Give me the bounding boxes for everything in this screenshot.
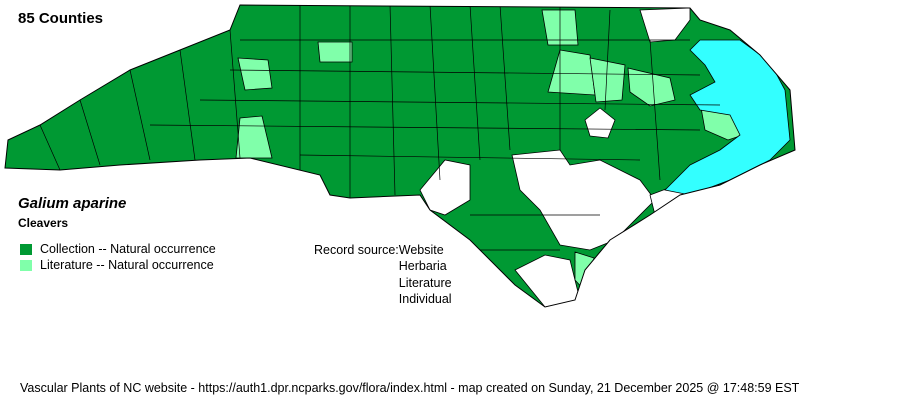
county-borders [39,5,721,251]
legend-label: Literature -- Natural occurrence [40,258,214,272]
legend-collection: Collection -- Natural occurrence [20,242,216,256]
footer-credit: Vascular Plants of NC website - https://… [20,381,800,395]
legend-literature: Literature -- Natural occurrence [20,258,214,272]
record-source-label: Record source: [314,243,399,257]
common-name: Cleavers [18,216,69,230]
legend-swatch-collection [20,243,32,255]
record-source-literature: Literature [398,275,452,290]
sound-water [664,39,791,196]
record-source: Record source: Website Herbaria Literatu… [314,242,452,307]
record-source-herbaria: Herbaria [398,259,447,274]
county-count: 85 Counties [18,10,104,27]
scientific-name: Galium aparine [18,195,127,212]
legend-swatch-literature [20,259,32,271]
record-source-individual: Individual [398,291,452,306]
legend-label: Collection -- Natural occurrence [40,242,216,256]
record-source-website: Website [398,243,444,257]
